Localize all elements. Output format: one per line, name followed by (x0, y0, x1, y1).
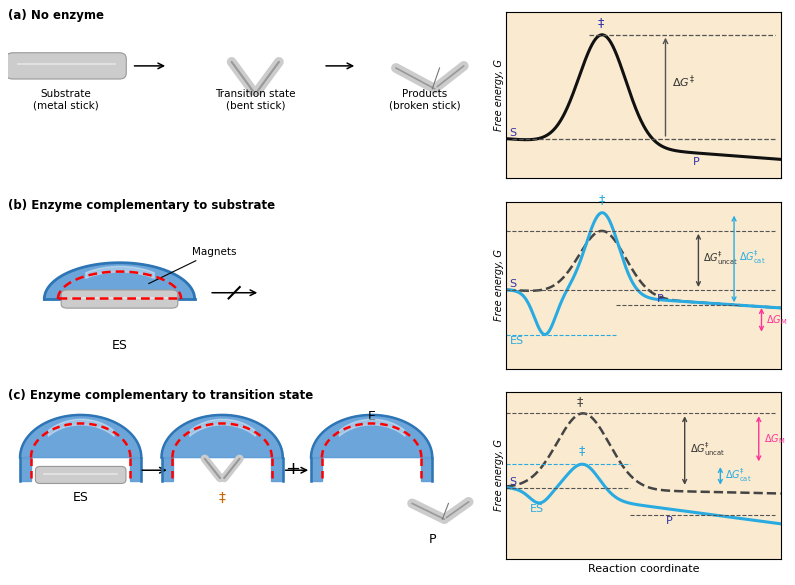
Text: E: E (368, 410, 375, 423)
Polygon shape (161, 415, 283, 457)
Text: (b) Enzyme complementary to substrate: (b) Enzyme complementary to substrate (8, 199, 275, 212)
Text: $\Delta G_{\mathrm{M}}$: $\Delta G_{\mathrm{M}}$ (766, 313, 788, 327)
Text: $\Delta G^{\ddagger}_{\mathrm{cat}}$: $\Delta G^{\ddagger}_{\mathrm{cat}}$ (725, 467, 752, 484)
Text: $\Delta G^{\ddagger}_{\mathrm{uncat}}$: $\Delta G^{\ddagger}_{\mathrm{uncat}}$ (704, 250, 739, 267)
FancyBboxPatch shape (36, 466, 126, 483)
Y-axis label: Free energy, G: Free energy, G (494, 249, 504, 321)
Polygon shape (45, 263, 195, 299)
Text: Transition state
(bent stick): Transition state (bent stick) (215, 89, 296, 111)
Text: ES: ES (529, 504, 544, 514)
Text: $\ddagger$: $\ddagger$ (576, 395, 584, 409)
Text: (c) Enzyme complementary to transition state: (c) Enzyme complementary to transition s… (8, 389, 313, 402)
Text: $\Delta G^{\ddagger}_{\mathrm{cat}}$: $\Delta G^{\ddagger}_{\mathrm{cat}}$ (739, 249, 766, 266)
Text: Substrate
(metal stick): Substrate (metal stick) (33, 89, 99, 111)
Text: S: S (510, 477, 517, 487)
FancyBboxPatch shape (61, 290, 178, 308)
Text: ES: ES (73, 491, 88, 504)
Text: $\Delta G^{\ddagger}_{\mathrm{uncat}}$: $\Delta G^{\ddagger}_{\mathrm{uncat}}$ (689, 441, 725, 457)
Polygon shape (271, 457, 283, 481)
Text: S: S (510, 279, 517, 289)
Text: (a) No enzyme: (a) No enzyme (8, 9, 104, 22)
Text: ES: ES (111, 339, 127, 352)
Y-axis label: Free energy, G: Free energy, G (494, 59, 504, 131)
Text: P: P (665, 516, 673, 526)
Text: Magnets: Magnets (149, 247, 237, 284)
Text: $\ddagger$: $\ddagger$ (597, 16, 605, 30)
Text: P: P (429, 534, 436, 546)
Text: +: + (285, 460, 301, 477)
Polygon shape (20, 415, 142, 457)
Polygon shape (311, 415, 432, 457)
Text: $\ddagger$: $\ddagger$ (218, 491, 227, 505)
FancyBboxPatch shape (6, 53, 126, 79)
Text: P: P (693, 157, 700, 167)
X-axis label: Reaction coordinate: Reaction coordinate (588, 564, 700, 574)
Text: P: P (657, 294, 664, 304)
Text: $\Delta G^{\ddagger}$: $\Delta G^{\ddagger}$ (673, 74, 695, 90)
Text: $\Delta G_{\mathrm{M}}$: $\Delta G_{\mathrm{M}}$ (764, 432, 785, 446)
Y-axis label: Free energy, G: Free energy, G (494, 439, 504, 511)
Text: $\ddagger$: $\ddagger$ (599, 193, 607, 207)
Text: S: S (510, 128, 517, 137)
Text: ES: ES (510, 336, 524, 346)
Polygon shape (161, 457, 173, 481)
Polygon shape (130, 457, 142, 481)
Text: $\ddagger$: $\ddagger$ (578, 444, 586, 458)
Text: Products
(broken stick): Products (broken stick) (390, 89, 461, 111)
Polygon shape (20, 457, 31, 481)
Polygon shape (421, 457, 432, 481)
Polygon shape (311, 457, 322, 481)
